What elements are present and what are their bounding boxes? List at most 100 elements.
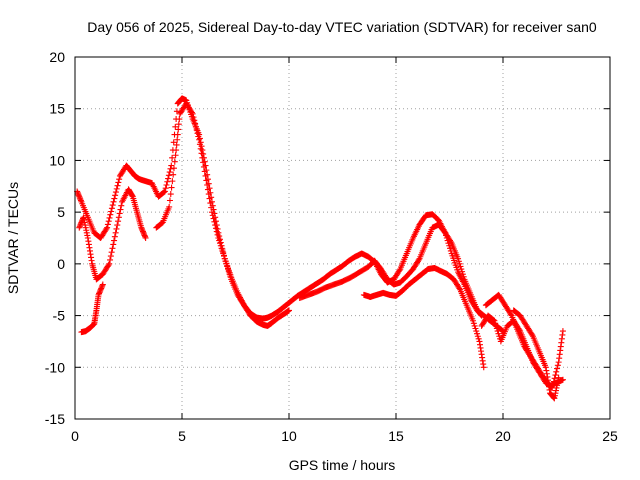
y-tick-label: -10 bbox=[45, 359, 65, 375]
data-point bbox=[474, 330, 481, 337]
data-point bbox=[191, 117, 198, 124]
data-point bbox=[555, 374, 562, 381]
data-point bbox=[458, 266, 465, 273]
grid bbox=[75, 57, 610, 419]
data-point bbox=[105, 262, 112, 269]
data-point bbox=[490, 317, 497, 324]
data-point bbox=[117, 206, 124, 213]
chart-title: Day 056 of 2025, Sidereal Day-to-day VTE… bbox=[87, 19, 597, 35]
data-point bbox=[112, 189, 119, 196]
data-point bbox=[209, 212, 216, 219]
data-point bbox=[110, 198, 117, 205]
data-point bbox=[163, 181, 170, 188]
data-point bbox=[496, 333, 503, 340]
data-point bbox=[220, 253, 227, 260]
data-point bbox=[211, 218, 218, 225]
data-point bbox=[166, 197, 173, 204]
data-point bbox=[216, 240, 223, 247]
data-point bbox=[103, 225, 110, 232]
data-point bbox=[199, 154, 206, 161]
data-point bbox=[456, 260, 463, 267]
data-point bbox=[471, 322, 478, 329]
data-point bbox=[109, 245, 116, 252]
x-tick-label: 15 bbox=[388, 428, 404, 444]
data-point bbox=[107, 211, 114, 218]
data-point bbox=[216, 237, 223, 244]
data-point bbox=[172, 123, 179, 130]
data-point bbox=[204, 186, 211, 193]
y-tick-label: 15 bbox=[49, 101, 65, 117]
data-point bbox=[415, 256, 422, 263]
y-axis-label: SDTVAR / TECUs bbox=[5, 182, 21, 294]
data-point bbox=[553, 368, 560, 375]
data-point bbox=[554, 362, 561, 369]
data-point bbox=[507, 311, 514, 318]
data-point bbox=[114, 182, 121, 189]
data-point bbox=[113, 225, 120, 232]
data-point bbox=[286, 307, 292, 314]
data-point bbox=[164, 178, 171, 185]
plot-frame bbox=[74, 56, 611, 420]
data-point bbox=[551, 375, 558, 382]
data-point bbox=[494, 328, 501, 335]
data-point bbox=[113, 185, 120, 192]
data-point bbox=[550, 378, 557, 385]
data-point bbox=[168, 184, 175, 191]
data-point bbox=[169, 178, 176, 185]
x-tick-label: 5 bbox=[178, 428, 186, 444]
data-point bbox=[205, 191, 212, 198]
data-point bbox=[201, 168, 208, 175]
data-point bbox=[210, 215, 217, 222]
data-point bbox=[200, 159, 207, 166]
data-point bbox=[475, 335, 482, 342]
data-point bbox=[499, 327, 506, 334]
data-point bbox=[480, 364, 487, 371]
data-point bbox=[456, 285, 463, 292]
data-point bbox=[217, 242, 224, 249]
data-point bbox=[115, 214, 122, 221]
data-point bbox=[104, 221, 111, 228]
data-point bbox=[554, 365, 561, 372]
data-point bbox=[111, 237, 118, 244]
data-point bbox=[197, 145, 204, 152]
data-point bbox=[195, 133, 202, 140]
data-point bbox=[447, 238, 454, 245]
data-point bbox=[529, 331, 536, 338]
data-point bbox=[459, 268, 466, 275]
data-point bbox=[116, 210, 123, 217]
data-point bbox=[171, 158, 178, 165]
data-point bbox=[207, 200, 214, 207]
data-point bbox=[219, 247, 226, 254]
data-point bbox=[170, 139, 177, 146]
data-point bbox=[208, 209, 215, 216]
data-point bbox=[112, 192, 119, 199]
data-point bbox=[196, 141, 203, 148]
data-point bbox=[107, 256, 114, 263]
data-point bbox=[198, 150, 205, 157]
x-tick-label: 0 bbox=[71, 428, 79, 444]
y-tick-label: -5 bbox=[53, 308, 66, 324]
data-point bbox=[165, 172, 172, 179]
data-point bbox=[474, 333, 481, 340]
data-point bbox=[114, 222, 121, 229]
data-point bbox=[118, 202, 125, 209]
data-point bbox=[478, 312, 485, 319]
data-point bbox=[203, 177, 210, 184]
data-point bbox=[495, 330, 502, 337]
data-point bbox=[455, 258, 462, 265]
data-points bbox=[74, 95, 566, 402]
data-point bbox=[214, 231, 221, 238]
x-tick-label: 25 bbox=[602, 428, 618, 444]
data-point bbox=[206, 195, 213, 202]
data-point bbox=[196, 136, 203, 143]
x-tick-label: 20 bbox=[495, 428, 511, 444]
data-point bbox=[106, 214, 113, 221]
data-point bbox=[166, 169, 173, 176]
data-point bbox=[447, 245, 454, 252]
data-point bbox=[168, 162, 175, 169]
data-point bbox=[173, 141, 180, 148]
data-point bbox=[108, 205, 115, 212]
data-point bbox=[212, 225, 219, 232]
data-point bbox=[176, 116, 183, 123]
data-point bbox=[396, 267, 403, 274]
